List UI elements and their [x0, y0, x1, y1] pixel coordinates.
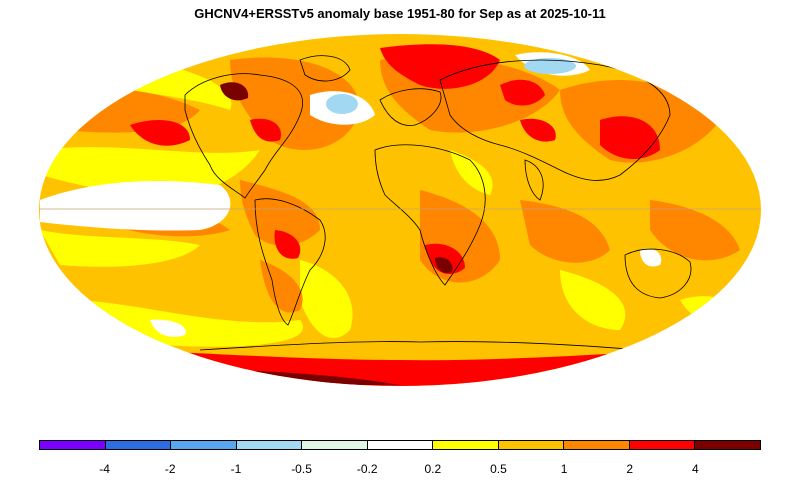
- legend-swatch: [433, 441, 499, 449]
- legend-labels: -4 -2 -1 -0.5 -0.2 0.2 0.5 1 2 4: [0, 462, 800, 478]
- legend-swatch: [302, 441, 368, 449]
- legend-swatch: [629, 441, 696, 449]
- legend-label: 1: [560, 462, 568, 476]
- legend-swatch: [105, 441, 172, 449]
- legend-label: 2: [626, 462, 634, 476]
- legend-swatch: [695, 441, 761, 449]
- coastline-europe: [379, 88, 442, 126]
- legend-label: 0.2: [424, 462, 442, 476]
- legend-label: -0.5: [291, 462, 312, 476]
- coastline-india: [524, 159, 544, 201]
- legend-label: -2: [164, 462, 176, 476]
- legend-label: -4: [99, 462, 110, 476]
- coastlines: [184, 55, 692, 351]
- hot-anomaly-regions: [39, 44, 761, 386]
- legend-swatch: [236, 441, 303, 449]
- legend-label: -0.2: [356, 462, 378, 476]
- coastline-north-america: [184, 73, 303, 199]
- legend-swatch: [367, 441, 434, 449]
- legend-label: 4: [692, 462, 699, 476]
- coastline-africa: [374, 144, 486, 286]
- legend-label: -1: [230, 462, 242, 476]
- map-title: GHCNV4+ERSSTv5 anomaly base 1951-80 for …: [194, 6, 606, 21]
- legend-label: 0.5: [490, 462, 507, 476]
- legend-swatch: [40, 441, 106, 449]
- coastline-asia: [439, 59, 671, 181]
- coastline-antarctica: [199, 341, 641, 351]
- map-field: [39, 34, 761, 386]
- legend-swatch: [498, 441, 565, 449]
- legend-swatch: [564, 441, 630, 449]
- color-legend: [39, 440, 761, 450]
- legend-swatch: [171, 441, 237, 449]
- coastline-greenland: [299, 55, 351, 82]
- coastline-south-america: [254, 198, 326, 326]
- coastline-australia: [624, 248, 692, 299]
- cool-anomaly-regions: [326, 58, 576, 114]
